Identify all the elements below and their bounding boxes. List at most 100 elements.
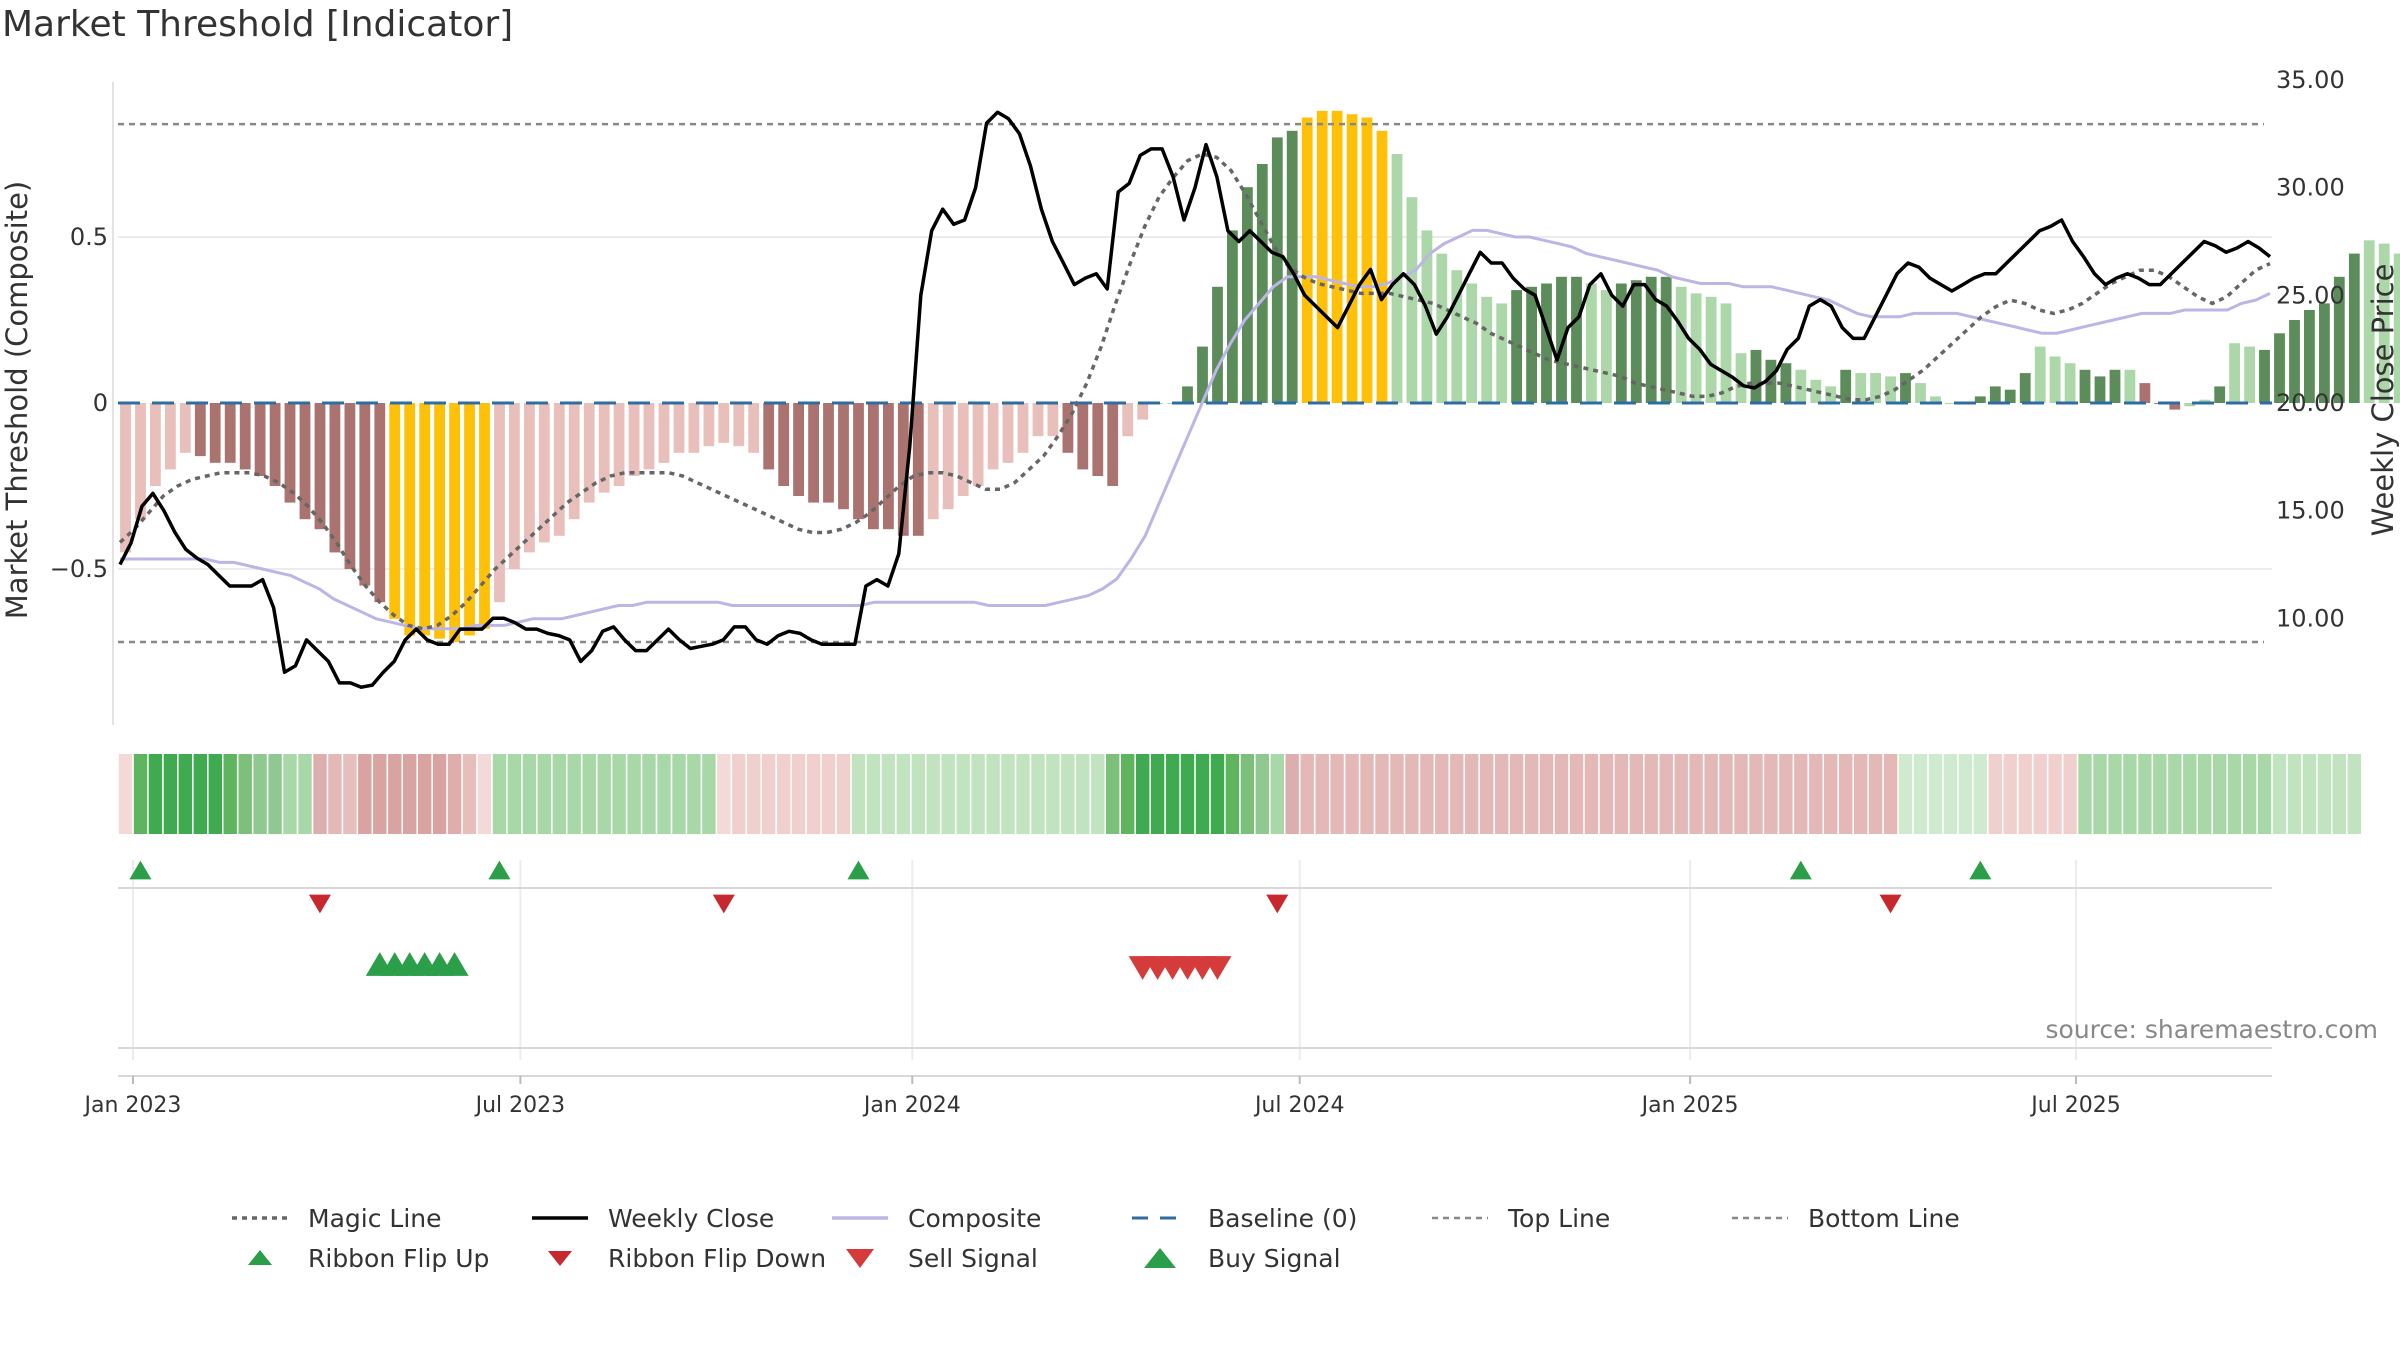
ribbon-cell [238,754,252,834]
ribbon-cell [1375,754,1389,834]
ribbon-cell [313,754,327,834]
composite-bar [1496,303,1508,403]
composite-bar [344,403,356,569]
ribbon-cell [1614,754,1628,834]
composite-bar [150,403,161,486]
ribbon-cell [178,754,192,834]
ribbon-cell [507,754,522,834]
ribbon-cell [732,754,746,834]
composite-bar [2004,389,2016,403]
ribbon-cell [163,754,178,834]
ribbon-cell [1689,754,1703,834]
composite-bar [2139,383,2151,403]
legend-label: Sell Signal [908,1243,1038,1273]
composite-bar [598,403,610,493]
ribbon-cell [1779,754,1793,834]
ribbon-cell [1764,754,1778,834]
composite-bar [1780,363,1792,403]
ribbon-cell [1809,754,1823,834]
ribbon-cell [2138,754,2152,834]
composite-bars [120,110,2400,642]
ribbon-cell [926,754,940,834]
composite-bar [748,403,760,453]
x-tick-label: Jan 2023 [83,1093,182,1118]
ribbon-cell [1016,754,1030,834]
ribbon-cell [2093,754,2107,834]
ribbon-cell [1749,754,1763,834]
ribbon-flip-up-marker [129,860,152,880]
ribbon-cell [418,754,432,834]
ribbon-cell [657,754,671,834]
composite-bar [1855,373,1867,403]
ribbon-cell [1450,754,1464,834]
composite-bar [1077,403,1089,470]
ribbon-cell [1330,754,1344,834]
composite-bar [613,403,625,486]
ribbon-cell [1674,754,1688,834]
ribbon-cell [836,754,851,834]
composite-bar [2348,253,2360,403]
ribbon-cell [1001,754,1015,834]
ribbon-cell [567,754,581,834]
ribbon-cell [492,754,507,834]
ribbon-cell [1495,754,1509,834]
composite-bar [2363,240,2375,403]
gridlines [118,236,2272,1060]
legend-item: Magic Line [230,1202,530,1234]
ribbon-cell [1554,754,1569,834]
composite-bar [2064,363,2076,403]
ribbon-cell [717,754,731,834]
ribbon-cell [2153,754,2167,834]
ribbon-cell [1255,754,1269,834]
ribbon-cell [597,754,611,834]
axes: 0.5 0 −0.5 35.00 30.00 25.00 20.00 15.00 10.00 Ja… [50,66,2345,1118]
x-tick-label: Jan 2024 [862,1093,961,1118]
composite-bar [135,403,146,520]
composite-bar [718,403,730,443]
ribbon-cell [1599,754,1614,834]
ribbon-cell [1046,754,1060,834]
triangle-down-red-icon [846,1249,874,1268]
ribbon-cell [821,754,836,834]
composite-bar [224,403,236,463]
y-tick-label-right: 15.00 [2276,497,2345,525]
composite-bar [778,403,790,486]
ribbon-cell [1360,754,1374,834]
ribbon-cell [2227,754,2242,834]
ribbon-cell [1584,754,1599,834]
composite-bar [897,403,909,536]
ribbon-flip-up-marker [488,860,511,880]
composite-bar [1137,403,1149,420]
ribbon-cell [1509,754,1524,834]
legend-item: Bottom Line [1730,1202,2030,1234]
composite-bar [1047,403,1059,437]
solid-line-icon [532,1216,588,1220]
composite-bar [269,403,281,486]
composite-bar [1182,386,1193,403]
composite-bar [1526,286,1537,403]
ribbon-cell [1091,754,1105,834]
ribbon-cell [1839,754,1853,834]
composite-bar [568,403,580,520]
ribbon-cell [2242,754,2257,834]
composite-bar [2184,403,2196,407]
composite-bar [314,403,326,530]
ribbon-flip-down-marker [1879,894,1902,914]
composite-bar [120,403,131,553]
magic-line [118,152,2271,631]
composite-bar [165,403,176,470]
composite-bar [1571,276,1582,403]
ribbon-flip-up-marker [1969,860,1992,880]
composite-bar [1630,280,1642,403]
composite-bar [957,403,969,496]
ribbon-cell [373,754,387,834]
ribbon-cell [1180,754,1195,834]
composite-bar [284,403,296,503]
ribbon-cell [1240,754,1255,834]
composite-bar [1615,283,1627,403]
y-axis-label-left: Market Threshold (Composite) [0,181,34,619]
ribbon-cell [2078,754,2092,834]
composite-bar [972,403,984,486]
composite-bar [2169,403,2181,410]
composite-bar [1870,373,1881,403]
